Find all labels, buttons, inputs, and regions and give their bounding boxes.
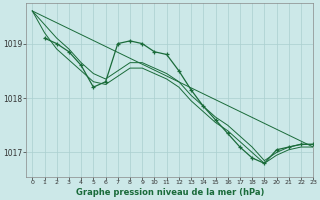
X-axis label: Graphe pression niveau de la mer (hPa): Graphe pression niveau de la mer (hPa) — [76, 188, 264, 197]
